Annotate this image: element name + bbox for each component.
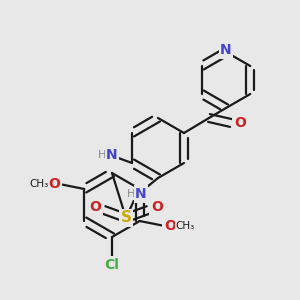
Text: CH₃: CH₃ [175, 221, 194, 231]
Text: Cl: Cl [105, 258, 119, 272]
Text: O: O [234, 116, 246, 130]
Text: H: H [98, 150, 106, 160]
Text: N: N [135, 187, 147, 201]
Text: N: N [106, 148, 118, 162]
Text: S: S [121, 211, 131, 226]
Text: O: O [89, 200, 101, 214]
Text: O: O [151, 200, 163, 214]
Text: O: O [48, 177, 60, 191]
Text: O: O [164, 219, 176, 233]
Text: H: H [127, 189, 135, 199]
Text: N: N [220, 43, 232, 57]
Text: CH₃: CH₃ [30, 179, 49, 189]
